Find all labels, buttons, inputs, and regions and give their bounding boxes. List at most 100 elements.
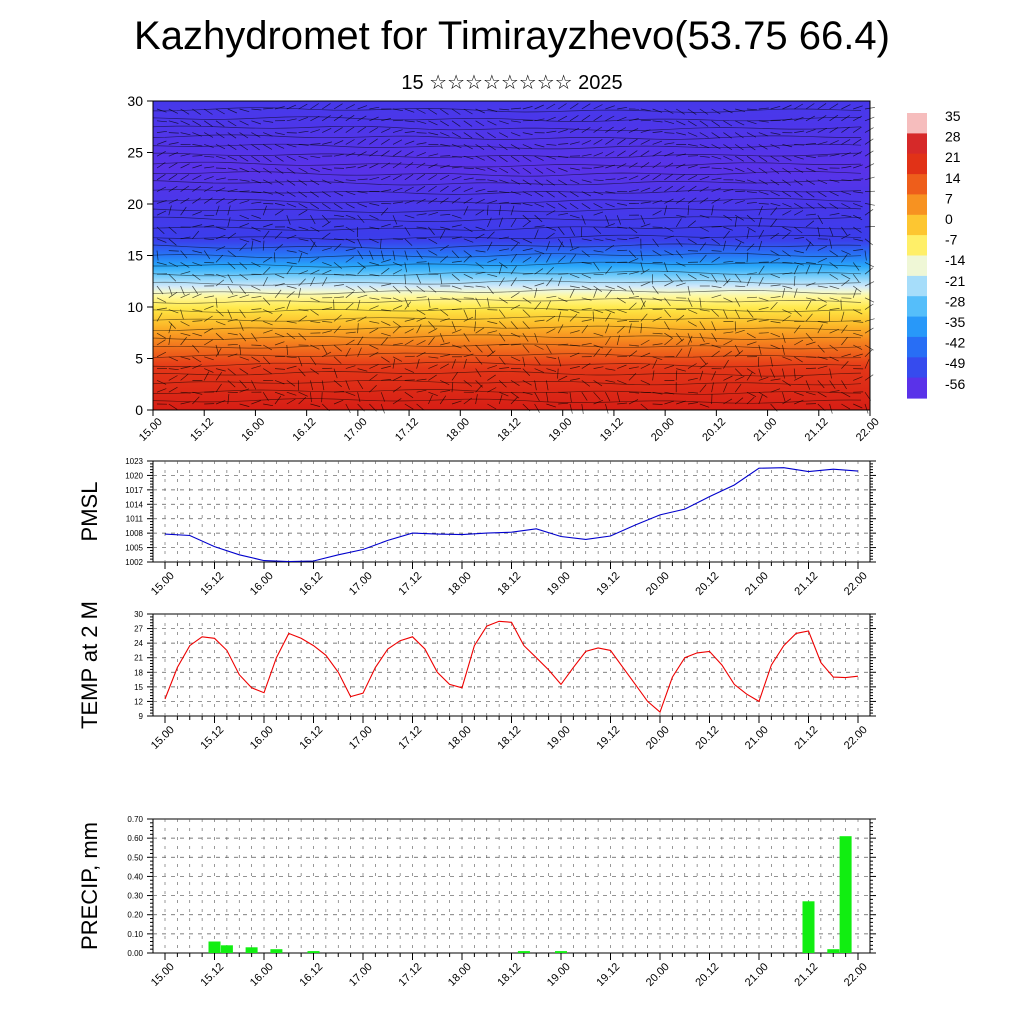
colorbar-swatch [907,153,927,175]
x-tick-label: 15.12 [198,570,226,598]
x-tick-label: 17.12 [396,961,424,989]
precip-bar [839,836,852,953]
precip-bar [220,945,233,953]
colorbar-label: -42 [945,335,965,351]
x-tick-label: 21.12 [792,570,820,598]
y-tick-label: 21 [134,654,143,663]
x-tick-label: 21.00 [743,724,771,752]
temperature-field [153,101,870,410]
x-tick-label: 19.12 [598,416,626,444]
x-tick-label: 16.00 [239,416,267,444]
y-tick-label: 20 [127,196,143,212]
colorbar-label: -14 [945,252,965,268]
temp-ylabel: TEMP at 2 M [77,601,102,729]
y-tick-label: 15 [134,683,143,692]
precip-bar [307,951,320,953]
x-tick-label: 18.00 [444,416,472,444]
y-tick-label: 9 [139,712,144,721]
x-tick-label: 18.00 [446,961,474,989]
x-tick-label: 19.12 [594,961,622,989]
x-tick-label: 18.12 [495,416,523,444]
x-tick-label: 16.12 [297,724,325,752]
pmsl-panel: 1002 1005 1008 1011 1014 1017 1020 1023 15.00 15.… [77,457,876,598]
x-tick-label: 21.00 [751,416,779,444]
x-tick-label: 20.00 [644,724,672,752]
precip-bar [802,901,815,953]
y-tick-label: 5 [135,351,143,367]
x-tick-label: 17.00 [342,416,370,444]
pmsl-frame [152,460,871,563]
colorbar-swatch [907,113,927,134]
y-tick-label: 1005 [125,544,143,553]
x-tick-label: 16.00 [248,961,276,989]
x-tick-label: 20.12 [700,416,728,444]
x-tick-label: 19.00 [545,570,573,598]
colorbar-label: 21 [945,149,961,165]
colorbar-label: 28 [945,129,961,145]
colorbar-swatch [907,194,927,216]
y-tick-label: 30 [127,93,143,109]
pmsl-series-line [164,467,859,563]
colorbar-label: -21 [945,273,965,289]
y-tick-label: 1002 [125,558,143,567]
x-tick-label: 21.00 [743,570,771,598]
x-tick-label: 20.12 [693,724,721,752]
y-tick-label: 1017 [125,486,143,495]
x-tick-label: 21.12 [792,724,820,752]
temp-panel: 9 12 15 18 21 24 27 30 15.00 15.12 16.00 16.12 17.00… [77,601,876,752]
x-tick-label: 22.00 [842,570,870,598]
x-tick-label: 17.00 [347,570,375,598]
x-tick-label: 16.12 [291,416,319,444]
y-tick-label: 0.40 [127,872,143,881]
y-tick-label: 30 [134,610,143,619]
x-tick-label: 15.12 [198,724,226,752]
x-tick-label: 19.00 [545,961,573,989]
x-tick-label: 20.12 [693,961,721,989]
y-tick-label: 0.20 [127,911,143,920]
y-tick-label: 1023 [125,457,143,466]
x-tick-label: 15.00 [149,724,177,752]
x-tick-label: 18.00 [446,570,474,598]
x-tick-label: 20.00 [644,961,672,989]
x-tick-label: 19.12 [594,724,622,752]
precip-panel: 0.00 0.10 0.20 0.30 0.40 0.50 0.60 0.70 15.00 15.… [77,815,876,989]
colorbar-label: 14 [945,170,961,186]
x-tick-label: 15.00 [149,961,177,989]
x-tick-label: 20.00 [649,416,677,444]
colorbar-swatch [907,357,927,379]
colorbar-label: -28 [945,293,965,309]
x-tick-label: 20.00 [644,570,672,598]
x-tick-label: 16.12 [297,570,325,598]
x-tick-label: 22.00 [842,961,870,989]
x-tick-label: 15.12 [188,416,216,444]
colorbar-swatch [907,235,927,257]
pmsl-ylabel: PMSL [77,482,102,542]
cross-section-panel: 0 5 10 15 20 25 30 15.00 15.12 16.00 16.12 17.00 17.… [127,93,881,444]
x-tick-label: 15.00 [149,570,177,598]
y-tick-label: 0.60 [127,834,143,843]
chart-subtitle: 15 ☆☆☆☆☆☆☆☆ 2025 [401,72,623,94]
precip-ylabel: PRECIP, mm [77,822,102,950]
y-tick-label: 0.30 [127,892,143,901]
x-tick-label: 18.12 [495,570,523,598]
x-tick-label: 18.12 [495,961,523,989]
x-tick-label: 16.12 [297,961,325,989]
colorbar-swatch [907,255,927,277]
precip-bar [245,947,258,953]
temp-frame [152,613,871,717]
colorbar-swatch [907,296,927,318]
x-tick-label: 19.00 [547,416,575,444]
x-tick-label: 22.00 [842,724,870,752]
precip-bar [517,951,530,953]
x-tick-label: 17.12 [393,416,421,444]
precip-bar [555,951,567,953]
x-tick-label: 21.12 [792,961,820,989]
precip-bar [208,941,221,953]
temp-series-line [164,620,859,714]
colorbar-swatch [907,316,927,338]
y-tick-label: 0.50 [127,853,143,862]
x-tick-label: 16.00 [248,570,276,598]
y-tick-label: 18 [134,668,143,677]
colorbar-label: 35 [945,108,961,124]
